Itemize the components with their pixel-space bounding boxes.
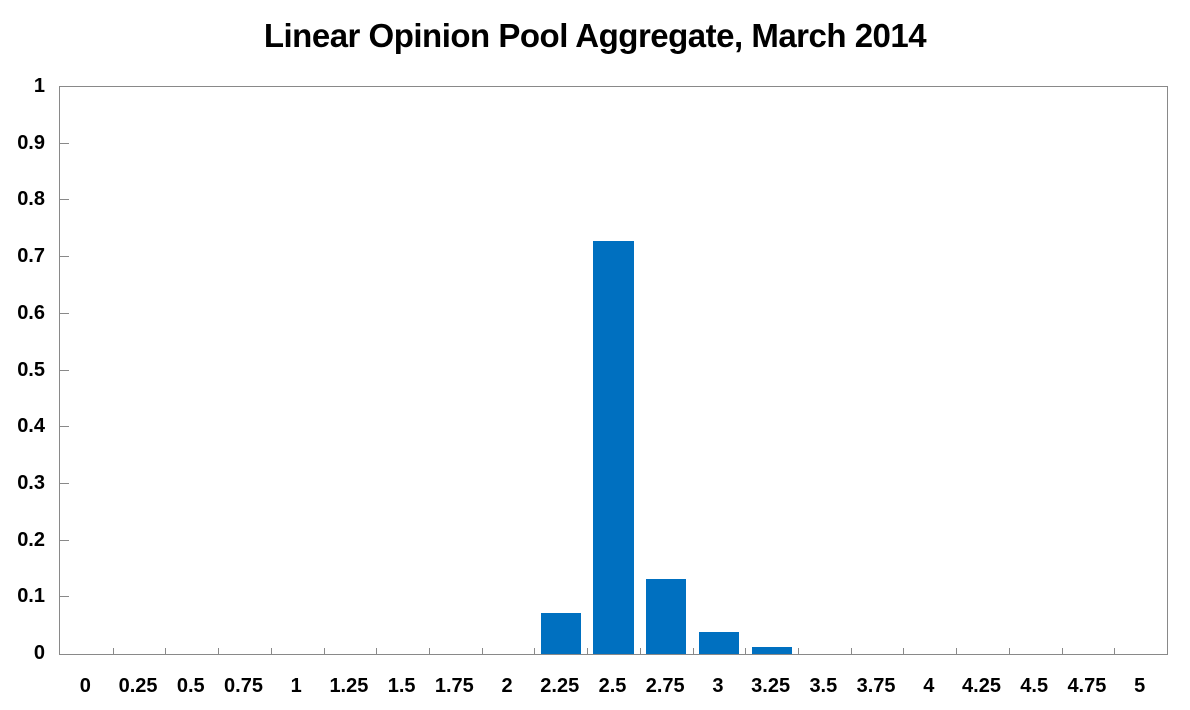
chart-title: Linear Opinion Pool Aggregate, March 201… [263, 17, 927, 54]
x-tick-label: 3.5 [809, 675, 838, 697]
y-tick-label: 0.7 [17, 245, 45, 268]
x-tick-mark [323, 648, 325, 654]
x-tick-mark [798, 648, 799, 654]
x-tick-label: 0 [79, 675, 91, 697]
x-tick-mark [1008, 648, 1010, 654]
x-axis-labels: 0 0.25 0.5 0.75 1 1.25 1.5 1.75 2 2.25 2.5 2.75 3 3.2… [59, 655, 1168, 700]
y-tick-mark [60, 369, 69, 371]
y-tick-label: 1 [33, 75, 45, 97]
y-tick-label: 0 [33, 642, 45, 664]
x-tick-label: 4 [923, 675, 935, 697]
y-tick-mark [60, 199, 69, 201]
y-tick-mark [60, 482, 69, 484]
y-tick-label: 0.2 [17, 528, 45, 551]
y-tick-mark [60, 312, 69, 314]
x-tick-mark [1114, 648, 1116, 654]
x-tick-label: 2 [501, 675, 513, 697]
x-tick-label: 3 [712, 675, 724, 697]
x-tick-mark [903, 648, 905, 654]
bar-2.5 [593, 240, 634, 654]
x-tick-label: 2.25 [540, 675, 580, 697]
y-tick-label: 0.6 [17, 301, 45, 324]
y-tick-label: 0.3 [17, 471, 45, 494]
x-tick-mark [112, 648, 114, 654]
x-tick-mark [1061, 648, 1063, 654]
x-tick-mark [218, 648, 220, 654]
x-tick-mark [745, 648, 747, 654]
x-tick-mark [270, 648, 272, 654]
y-tick-mark [60, 596, 69, 598]
x-tick-mark [481, 648, 483, 654]
x-tick-mark [850, 648, 852, 654]
bar-2.75 [646, 579, 687, 654]
bar-2.25 [540, 613, 581, 654]
x-tick-label: 5 [1134, 675, 1146, 697]
x-tick-mark [534, 648, 536, 654]
x-tick-label: 4.5 [1020, 675, 1049, 697]
bar-3 [698, 631, 739, 654]
y-tick-label: 0.8 [17, 188, 45, 211]
x-tick-mark [376, 648, 378, 654]
x-tick-mark [956, 648, 958, 654]
x-tick-mark [429, 648, 430, 654]
x-tick-mark [692, 648, 694, 654]
x-tick-mark [165, 648, 167, 654]
x-tick-label: 2.75 [645, 675, 685, 697]
x-tick-label: 3.75 [856, 675, 896, 697]
y-tick-label: 0.5 [17, 358, 45, 381]
plot-area [59, 86, 1168, 655]
x-tick-label: 4.75 [1067, 675, 1107, 697]
x-tick-label: 0.75 [224, 675, 263, 697]
x-tick-label: 1.75 [434, 675, 474, 697]
x-tick-label: 0.25 [118, 675, 158, 697]
x-tick-label: 4.25 [962, 675, 1001, 697]
y-tick-label: 0.1 [17, 585, 45, 608]
x-tick-label: 1 [290, 675, 302, 697]
y-axis-labels: 0 0.1 0.2 0.3 0.4 0.5 0.6 0.7 0.8 0.9 1 [0, 75, 45, 664]
y-tick-label: 0.4 [17, 415, 45, 438]
y-tick-label: 0.9 [17, 131, 45, 154]
x-tick-label: 0.5 [176, 675, 205, 697]
y-tick-mark [60, 539, 69, 541]
x-tick-label: 1.25 [329, 675, 369, 697]
x-tick-label: 3.25 [751, 675, 791, 697]
x-tick-label: 2.5 [598, 675, 627, 697]
y-tick-mark [60, 426, 69, 428]
y-tick-mark [60, 142, 69, 144]
x-tick-mark [587, 648, 589, 654]
x-tick-label: 1.5 [387, 675, 416, 697]
bar-3.25 [751, 647, 792, 654]
x-tick-mark [639, 648, 641, 654]
y-tick-mark [60, 256, 69, 258]
